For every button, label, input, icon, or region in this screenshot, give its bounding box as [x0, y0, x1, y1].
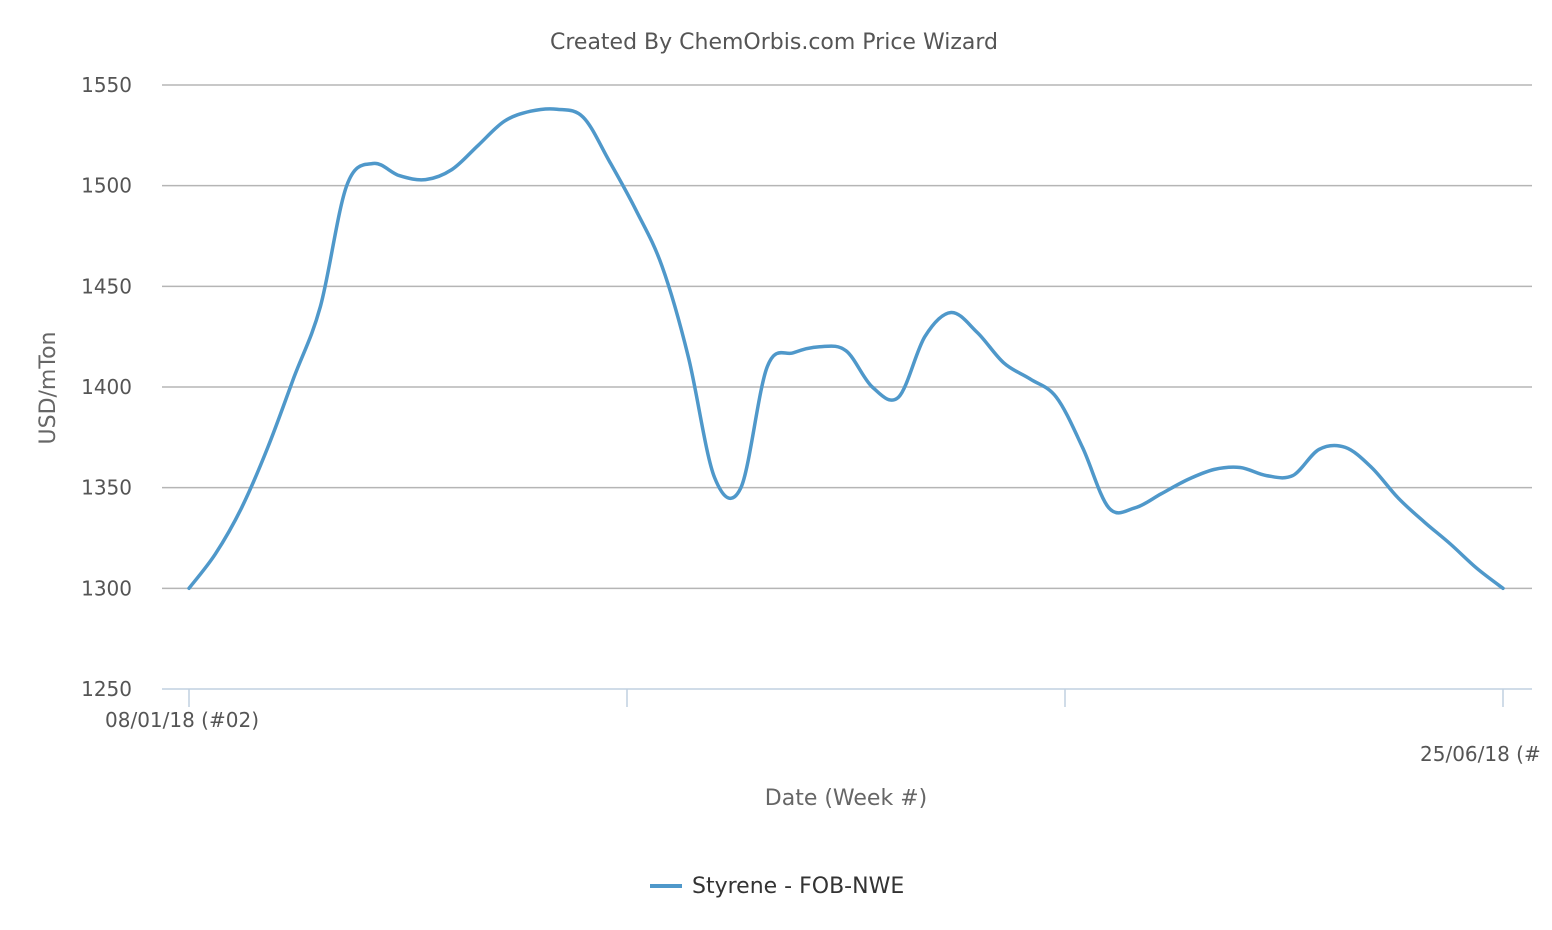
y-tick-label: 1300: [81, 576, 132, 600]
series-line-styrene[interactable]: [187, 107, 1505, 591]
y-tick-label: 1550: [81, 73, 132, 97]
y-axis-title: USD/mTon: [36, 332, 61, 445]
x-axis-tick-marks: [188, 689, 1504, 707]
gridlines: [162, 84, 1532, 590]
y-tick-label: 1500: [81, 174, 132, 198]
x-axis-title: Date (Week #): [765, 786, 927, 811]
y-tick-label: 1400: [81, 375, 132, 399]
y-tick-label: 1450: [81, 274, 132, 298]
chart-title: Created By ChemOrbis.com Price Wizard: [550, 30, 998, 55]
x-tick-label-start: 08/01/18 (#02): [105, 708, 259, 732]
legend-label: Styrene - FOB-NWE: [692, 874, 904, 899]
series-layer: [187, 107, 1505, 591]
y-tick-label: 1250: [81, 677, 132, 701]
y-axis-ticks: 1250 1300 1350 1400 1450 1500 1550: [81, 73, 132, 701]
y-tick-label: 1350: [81, 476, 132, 500]
legend[interactable]: Styrene - FOB-NWE: [650, 874, 904, 899]
x-tick-label-end: 25/06/18 (#: [1420, 742, 1541, 766]
